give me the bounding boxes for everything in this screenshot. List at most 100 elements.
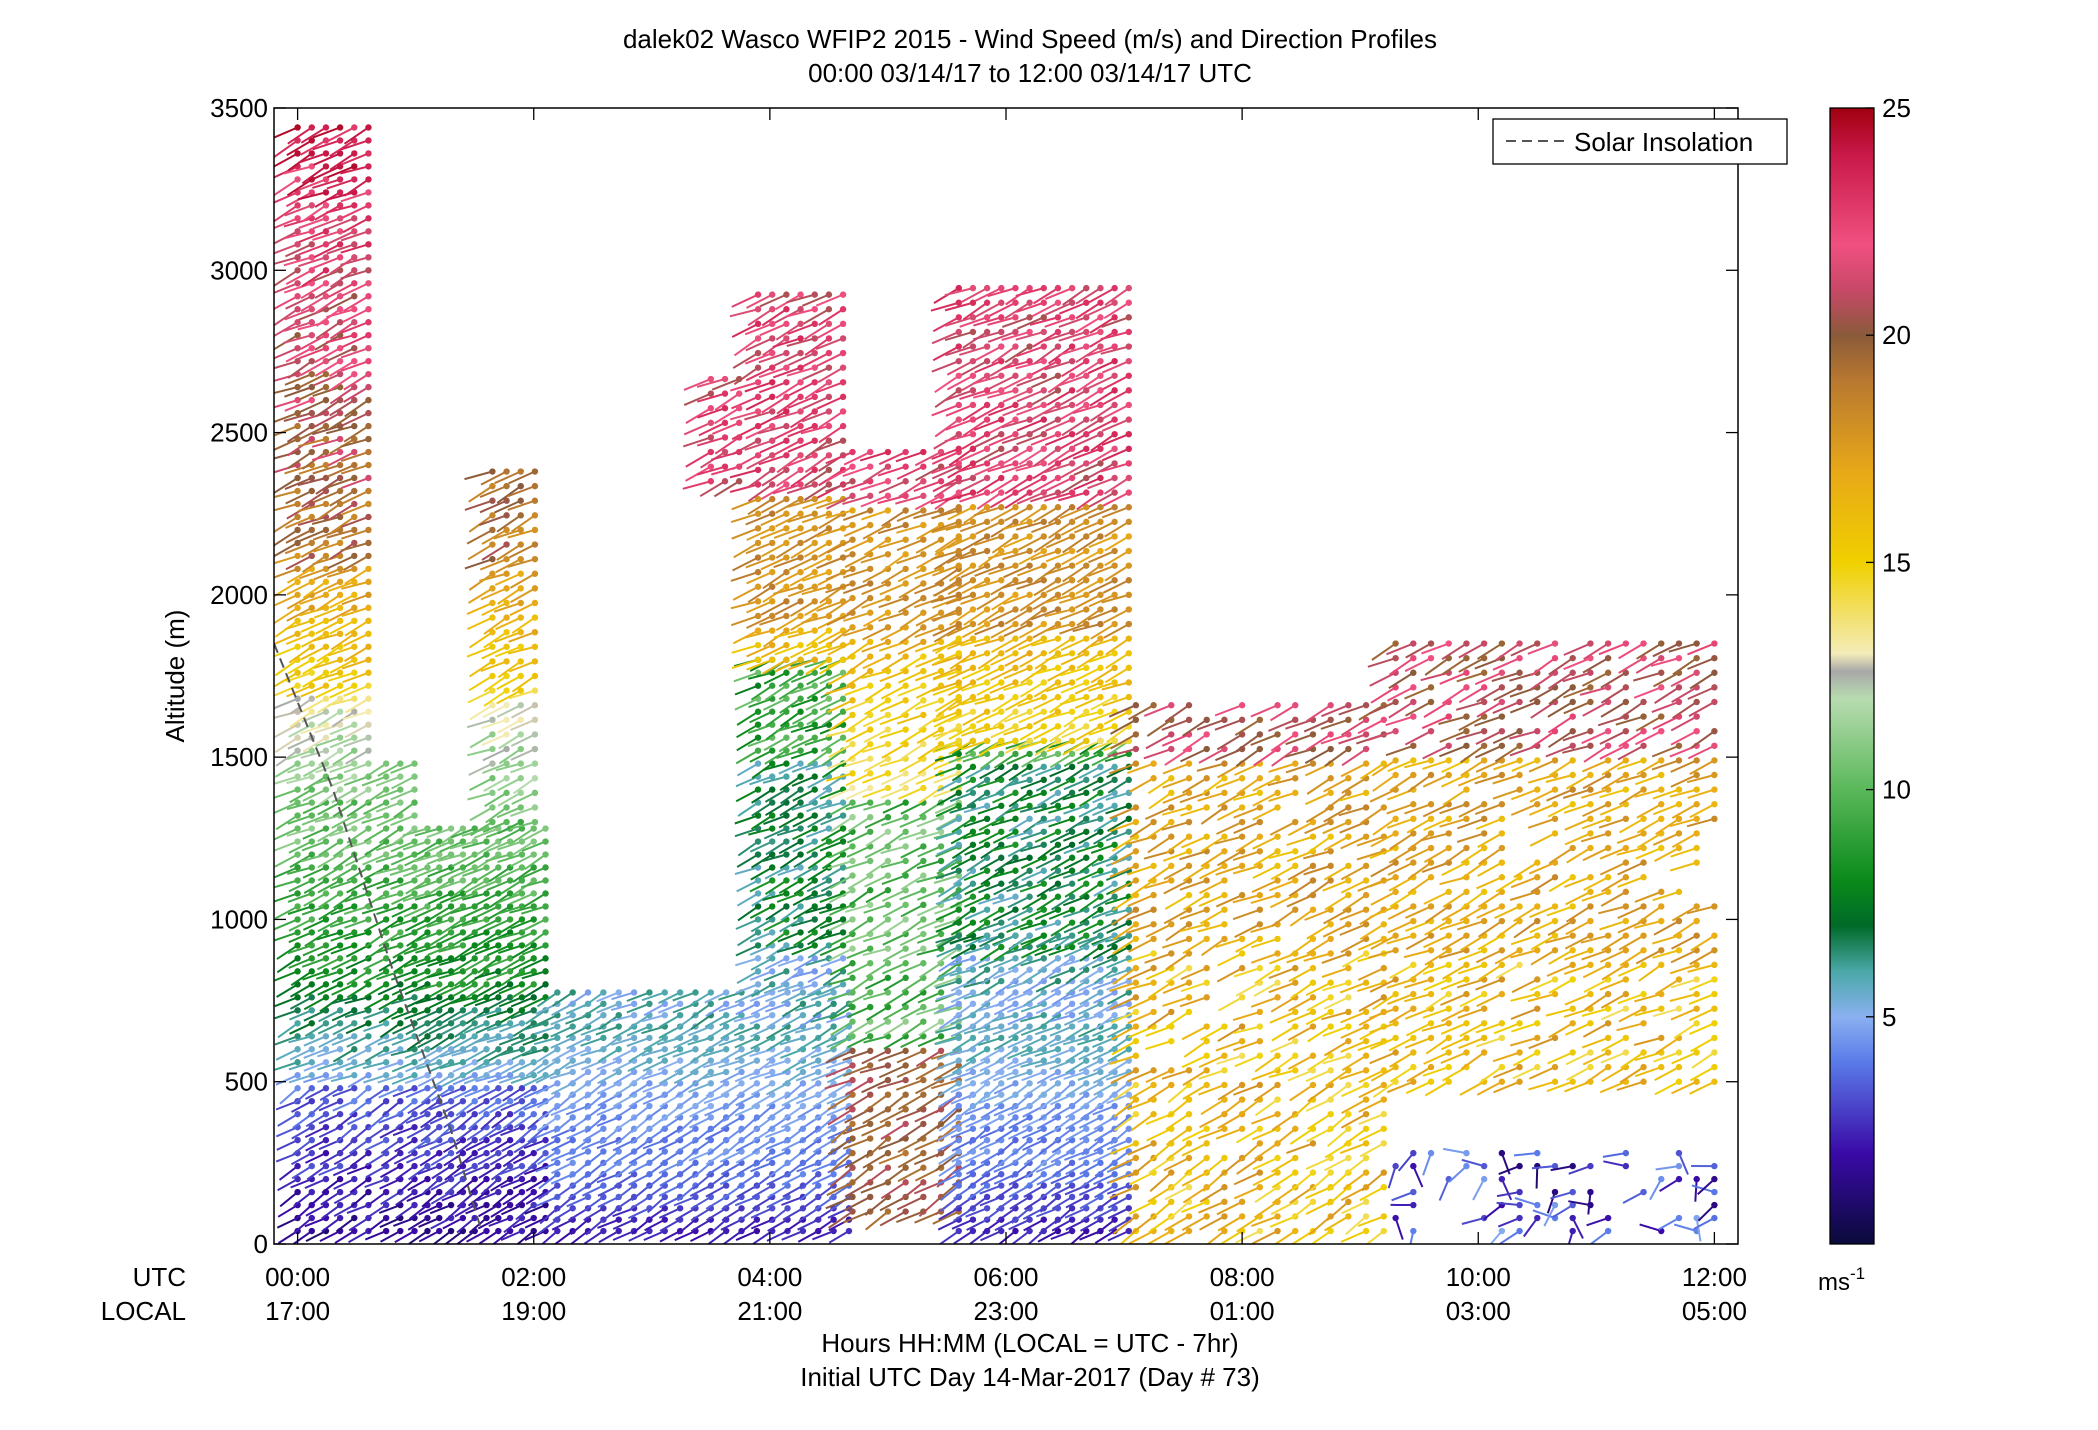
wind-barb [275, 812, 301, 831]
wind-barb-dot [294, 383, 301, 391]
wind-barb-dot [382, 851, 390, 858]
wind-barb-dot [783, 903, 790, 910]
wind-barb-dot [322, 968, 330, 975]
wind-barb-shaft [286, 606, 313, 622]
wind-barb-dot [336, 435, 344, 443]
wind-barb-dot [322, 734, 330, 741]
wind-barb [277, 1020, 301, 1039]
wind-barb-dot [447, 981, 455, 988]
wind-barb-dot [531, 468, 539, 475]
wind-barb-dot [351, 643, 358, 650]
wind-barb [285, 617, 315, 631]
wind-barb [274, 760, 301, 778]
wind-barb-dot [754, 682, 762, 689]
wind-barb [317, 942, 344, 957]
wind-barb-dot [753, 1023, 761, 1030]
wind-barb [274, 241, 301, 255]
wind-barb-dot [447, 1201, 455, 1209]
wind-barb-dot [322, 254, 330, 261]
wind-barb-shaft [345, 749, 369, 765]
wind-barb-dot [661, 1057, 668, 1064]
wind-barb-shaft [289, 697, 313, 715]
wind-barb-dot [489, 804, 496, 811]
wind-barb-dot [495, 929, 502, 936]
wind-barb-dot [336, 591, 344, 599]
wind-barb-dot [815, 1171, 822, 1178]
wind-barb [293, 1214, 315, 1234]
wind-barb [734, 1057, 761, 1071]
wind-barb-dot [365, 786, 372, 793]
wind-barb-dot [489, 555, 496, 563]
wind-barb-dot [294, 1046, 301, 1053]
wind-barb-dot [308, 539, 315, 547]
wind-barb [278, 1162, 301, 1181]
wind-barb-dot [436, 877, 443, 884]
wind-barb-dot [322, 1059, 330, 1066]
wind-barb-shaft [303, 1035, 327, 1047]
wind-barb-dot [411, 1136, 418, 1144]
wind-barb-dot [722, 1000, 730, 1008]
wind-barb-dot [336, 1162, 344, 1170]
wind-barb-dot [569, 989, 576, 996]
wind-barb-dot [322, 383, 330, 391]
wind-barb-dot [365, 254, 372, 261]
wind-barb-shaft [301, 957, 327, 968]
wind-barb-dot [322, 1046, 330, 1053]
wind-barb-dot [531, 482, 539, 490]
wind-barb-shaft [305, 1204, 327, 1217]
wind-barb-shaft [288, 957, 313, 969]
wind-barb [302, 825, 330, 840]
wind-barb-dot [584, 989, 592, 996]
wind-barb-dot [600, 1068, 607, 1076]
wind-barb-dot [351, 747, 358, 754]
wind-barb [274, 124, 301, 139]
wind-barb-dot [518, 1059, 526, 1066]
wind-barb-dot [797, 734, 804, 741]
wind-barb-dot [531, 818, 539, 826]
wind-barb-shaft [284, 541, 313, 555]
wind-barb-dot [542, 1046, 549, 1053]
wind-barb-shaft [274, 191, 299, 204]
wind-barb-dot [397, 1033, 404, 1040]
wind-barb [275, 1072, 301, 1086]
wind-barb [279, 1188, 301, 1208]
wind-barb-dot [294, 682, 301, 689]
wind-barb-dot [336, 357, 344, 365]
wind-barb-dot [322, 422, 330, 430]
wind-barb-dot [530, 994, 537, 1001]
wind-barb-dot [308, 773, 315, 780]
wind-barb-shaft [274, 126, 299, 139]
wind-barb-dot [294, 669, 301, 676]
wind-barb-dot [336, 773, 344, 780]
wind-barb-shaft [307, 1100, 327, 1118]
wind-barb-shaft [274, 905, 299, 920]
wind-barb-shaft [735, 957, 759, 967]
wind-barb-shaft [293, 1191, 313, 1207]
wind-barb-dot [411, 955, 418, 962]
wind-barb-dot [784, 1205, 791, 1212]
wind-barb-shaft [284, 308, 313, 321]
wind-barb-dot [351, 929, 358, 936]
wind-barb-shaft [749, 931, 773, 943]
wind-barb-dot [661, 1068, 668, 1076]
wind-barb-dot [471, 1033, 478, 1040]
wind-barb-dot [811, 721, 818, 728]
wind-barb-dot [754, 942, 762, 949]
wind-barb-dot [797, 877, 804, 884]
wind-barb-dot [294, 942, 301, 949]
wind-barb-dot [351, 669, 358, 676]
wind-barb-dot [308, 552, 315, 560]
wind-barb-dot [336, 565, 344, 573]
wind-barb-dot [424, 968, 431, 975]
wind-barb-shaft [283, 412, 313, 422]
wind-barb-shaft [299, 593, 327, 606]
wind-barb [390, 851, 418, 866]
wind-barb-dot [322, 435, 330, 443]
wind-barb-dot [424, 1227, 431, 1235]
wind-barb-dot [517, 555, 524, 563]
wind-barb [285, 552, 315, 571]
wind-barb-dot [506, 981, 514, 988]
wind-barb [276, 942, 301, 960]
wind-barb-dot [738, 1205, 745, 1212]
wind-barb-dot [584, 1057, 592, 1064]
